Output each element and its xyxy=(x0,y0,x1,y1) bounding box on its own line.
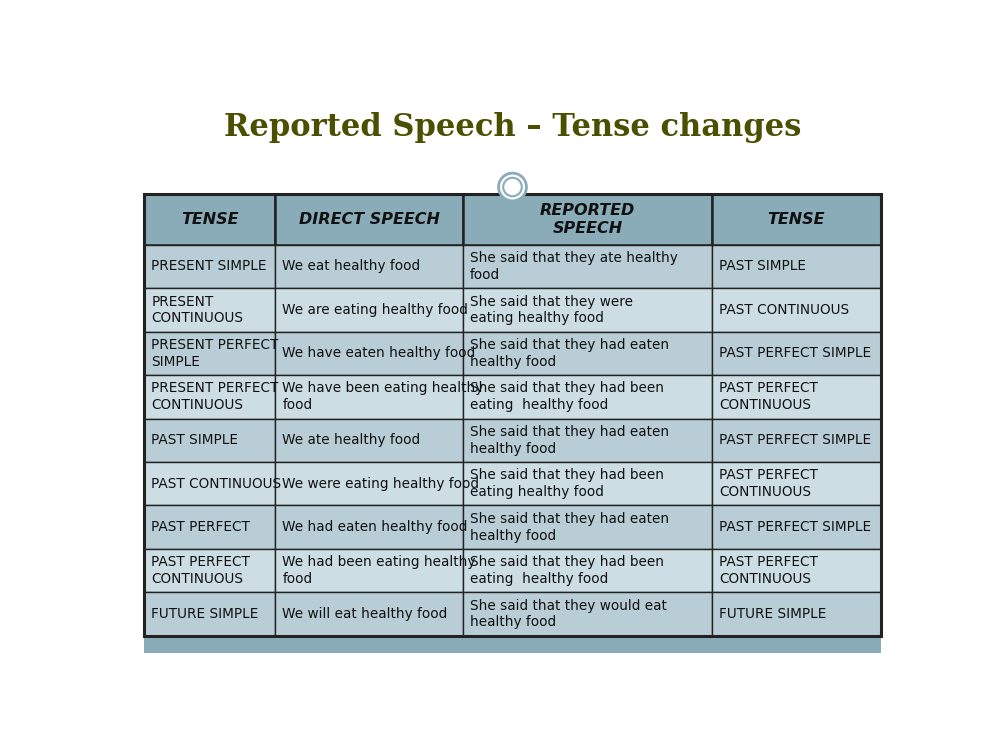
Text: We had been eating healthy
food: We had been eating healthy food xyxy=(282,555,476,586)
Text: PAST PERFECT SIMPLE: PAST PERFECT SIMPLE xyxy=(719,433,871,447)
Text: We will eat healthy food: We will eat healthy food xyxy=(282,607,448,621)
Text: She said that they had eaten
healthy food: She said that they had eaten healthy foo… xyxy=(470,338,669,369)
Text: We had eaten healthy food: We had eaten healthy food xyxy=(282,520,468,534)
Bar xyxy=(463,194,712,244)
Text: PAST PERFECT
CONTINUOUS: PAST PERFECT CONTINUOUS xyxy=(719,468,818,499)
Bar xyxy=(275,549,463,592)
Text: TENSE: TENSE xyxy=(181,211,239,226)
Bar xyxy=(144,419,275,462)
Text: She said that they had been
eating  healthy food: She said that they had been eating healt… xyxy=(470,382,664,412)
Text: Reported Speech – Tense changes: Reported Speech – Tense changes xyxy=(224,112,801,143)
Text: We eat healthy food: We eat healthy food xyxy=(282,260,421,274)
Bar xyxy=(144,194,881,636)
Bar xyxy=(275,419,463,462)
Text: PRESENT PERFECT
SIMPLE: PRESENT PERFECT SIMPLE xyxy=(151,338,279,369)
Bar xyxy=(463,375,712,419)
Text: She said that they had eaten
healthy food: She said that they had eaten healthy foo… xyxy=(470,424,669,455)
Text: PAST SIMPLE: PAST SIMPLE xyxy=(151,433,238,447)
Text: She said that they had been
eating healthy food: She said that they had been eating healt… xyxy=(470,468,664,499)
Text: We ate healthy food: We ate healthy food xyxy=(282,433,421,447)
Text: We were eating healthy food: We were eating healthy food xyxy=(282,477,479,490)
Bar xyxy=(144,288,275,332)
Ellipse shape xyxy=(503,178,522,197)
Bar xyxy=(712,375,881,419)
Bar xyxy=(712,592,881,636)
Text: She said that they had eaten
healthy food: She said that they had eaten healthy foo… xyxy=(470,512,669,542)
Bar xyxy=(275,194,463,244)
Bar xyxy=(463,288,712,332)
Bar xyxy=(144,244,275,288)
Text: PAST PERFECT: PAST PERFECT xyxy=(151,520,250,534)
Text: She said that they would eat
healthy food: She said that they would eat healthy foo… xyxy=(470,598,667,629)
Bar xyxy=(463,244,712,288)
Bar xyxy=(463,592,712,636)
Bar xyxy=(463,506,712,549)
Text: She said that they ate healthy
food: She said that they ate healthy food xyxy=(470,251,678,282)
Bar xyxy=(712,506,881,549)
Bar xyxy=(275,462,463,506)
Bar xyxy=(144,506,275,549)
Text: PAST CONTINUOUS: PAST CONTINUOUS xyxy=(151,477,281,490)
Bar xyxy=(712,462,881,506)
Text: DIRECT SPEECH: DIRECT SPEECH xyxy=(299,211,440,226)
Bar xyxy=(144,332,275,375)
Bar xyxy=(144,462,275,506)
Bar xyxy=(144,375,275,419)
Text: PAST PERFECT SIMPLE: PAST PERFECT SIMPLE xyxy=(719,520,871,534)
Bar xyxy=(275,506,463,549)
Text: PAST CONTINUOUS: PAST CONTINUOUS xyxy=(719,303,849,317)
Text: FUTURE SIMPLE: FUTURE SIMPLE xyxy=(719,607,826,621)
Text: FUTURE SIMPLE: FUTURE SIMPLE xyxy=(151,607,259,621)
Bar xyxy=(144,549,275,592)
Bar xyxy=(712,549,881,592)
Text: PAST PERFECT
CONTINUOUS: PAST PERFECT CONTINUOUS xyxy=(719,555,818,586)
Bar xyxy=(144,592,275,636)
Text: REPORTED
SPEECH: REPORTED SPEECH xyxy=(540,202,635,236)
Bar xyxy=(712,244,881,288)
Text: She said that they had been
eating  healthy food: She said that they had been eating healt… xyxy=(470,555,664,586)
Bar xyxy=(463,332,712,375)
Bar xyxy=(463,549,712,592)
Text: We have been eating healthy
food: We have been eating healthy food xyxy=(282,382,484,412)
Text: PRESENT SIMPLE: PRESENT SIMPLE xyxy=(151,260,267,274)
Bar xyxy=(144,633,881,653)
Bar xyxy=(275,592,463,636)
Bar xyxy=(275,244,463,288)
Text: PRESENT PERFECT
CONTINUOUS: PRESENT PERFECT CONTINUOUS xyxy=(151,382,279,412)
Bar xyxy=(144,194,275,244)
Text: PAST PERFECT SIMPLE: PAST PERFECT SIMPLE xyxy=(719,346,871,360)
Ellipse shape xyxy=(499,173,526,201)
Text: She said that they were
eating healthy food: She said that they were eating healthy f… xyxy=(470,295,633,326)
Bar xyxy=(712,288,881,332)
Bar xyxy=(712,332,881,375)
Text: PAST PERFECT
CONTINUOUS: PAST PERFECT CONTINUOUS xyxy=(719,382,818,412)
Bar xyxy=(712,419,881,462)
Bar xyxy=(275,375,463,419)
Bar xyxy=(463,419,712,462)
Text: TENSE: TENSE xyxy=(768,211,825,226)
Text: PAST PERFECT
CONTINUOUS: PAST PERFECT CONTINUOUS xyxy=(151,555,250,586)
Text: We are eating healthy food: We are eating healthy food xyxy=(282,303,468,317)
Text: PAST SIMPLE: PAST SIMPLE xyxy=(719,260,806,274)
Text: PRESENT
CONTINUOUS: PRESENT CONTINUOUS xyxy=(151,295,243,326)
Bar xyxy=(275,332,463,375)
Bar xyxy=(275,288,463,332)
Bar xyxy=(463,462,712,506)
Text: We have eaten healthy food: We have eaten healthy food xyxy=(282,346,476,360)
Bar xyxy=(712,194,881,244)
